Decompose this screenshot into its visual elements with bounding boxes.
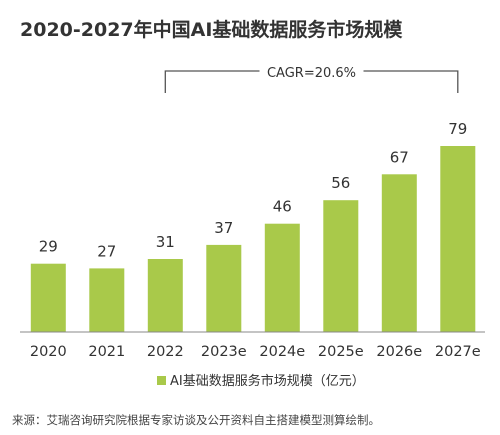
value-label-2021: 27 <box>97 242 116 260</box>
tick-label-2024e: 2024e <box>259 344 305 360</box>
tick-label-2020: 2020 <box>30 344 67 360</box>
bar-2025e <box>323 200 359 332</box>
tick-label-2022: 2022 <box>147 344 184 360</box>
value-label-2024e: 46 <box>273 198 292 216</box>
cagr-annotation: CAGR=20.6% <box>164 66 459 93</box>
bar-2021 <box>89 268 125 332</box>
cagr-label: CAGR=20.6% <box>267 66 356 81</box>
legend-swatch <box>157 376 166 385</box>
tick-label-2026e: 2026e <box>376 344 422 360</box>
bar-2023e <box>206 244 242 332</box>
tick-label-2021: 2021 <box>88 344 125 360</box>
cagr-bracket <box>164 70 459 93</box>
tick-label-2027e: 2027e <box>435 344 481 360</box>
source-note: 来源：艾瑞咨询研究院根据专家访谈及公开资料自主搭建模型测算绘制。 <box>12 413 380 427</box>
bar-2020 <box>30 263 66 332</box>
value-label-2025e: 56 <box>331 174 350 192</box>
value-label-2027e: 79 <box>448 120 467 138</box>
bar-2027e <box>440 146 476 332</box>
bar-2022 <box>147 259 183 332</box>
bar-2024e <box>264 223 300 332</box>
chart-title: 2020-2027年中国AI基础数据服务市场规模 <box>20 18 403 41</box>
value-label-2023e: 37 <box>214 219 233 237</box>
legend-label: AI基础数据服务市场规模（亿元） <box>170 373 365 389</box>
value-labels-group: 29 27 31 37 46 56 67 79 <box>39 120 468 260</box>
bar-2026e <box>381 174 417 332</box>
value-label-2026e: 67 <box>390 148 409 166</box>
tick-label-2025e: 2025e <box>318 344 364 360</box>
value-label-2020: 29 <box>39 238 58 256</box>
legend: AI基础数据服务市场规模（亿元） <box>157 373 365 389</box>
bars-group <box>30 146 476 332</box>
x-tick-labels: 2020 2021 2022 2023e 2024e 2025e 2026e 2027e <box>30 344 481 360</box>
value-label-2022: 31 <box>156 233 175 251</box>
tick-label-2023e: 2023e <box>201 344 247 360</box>
